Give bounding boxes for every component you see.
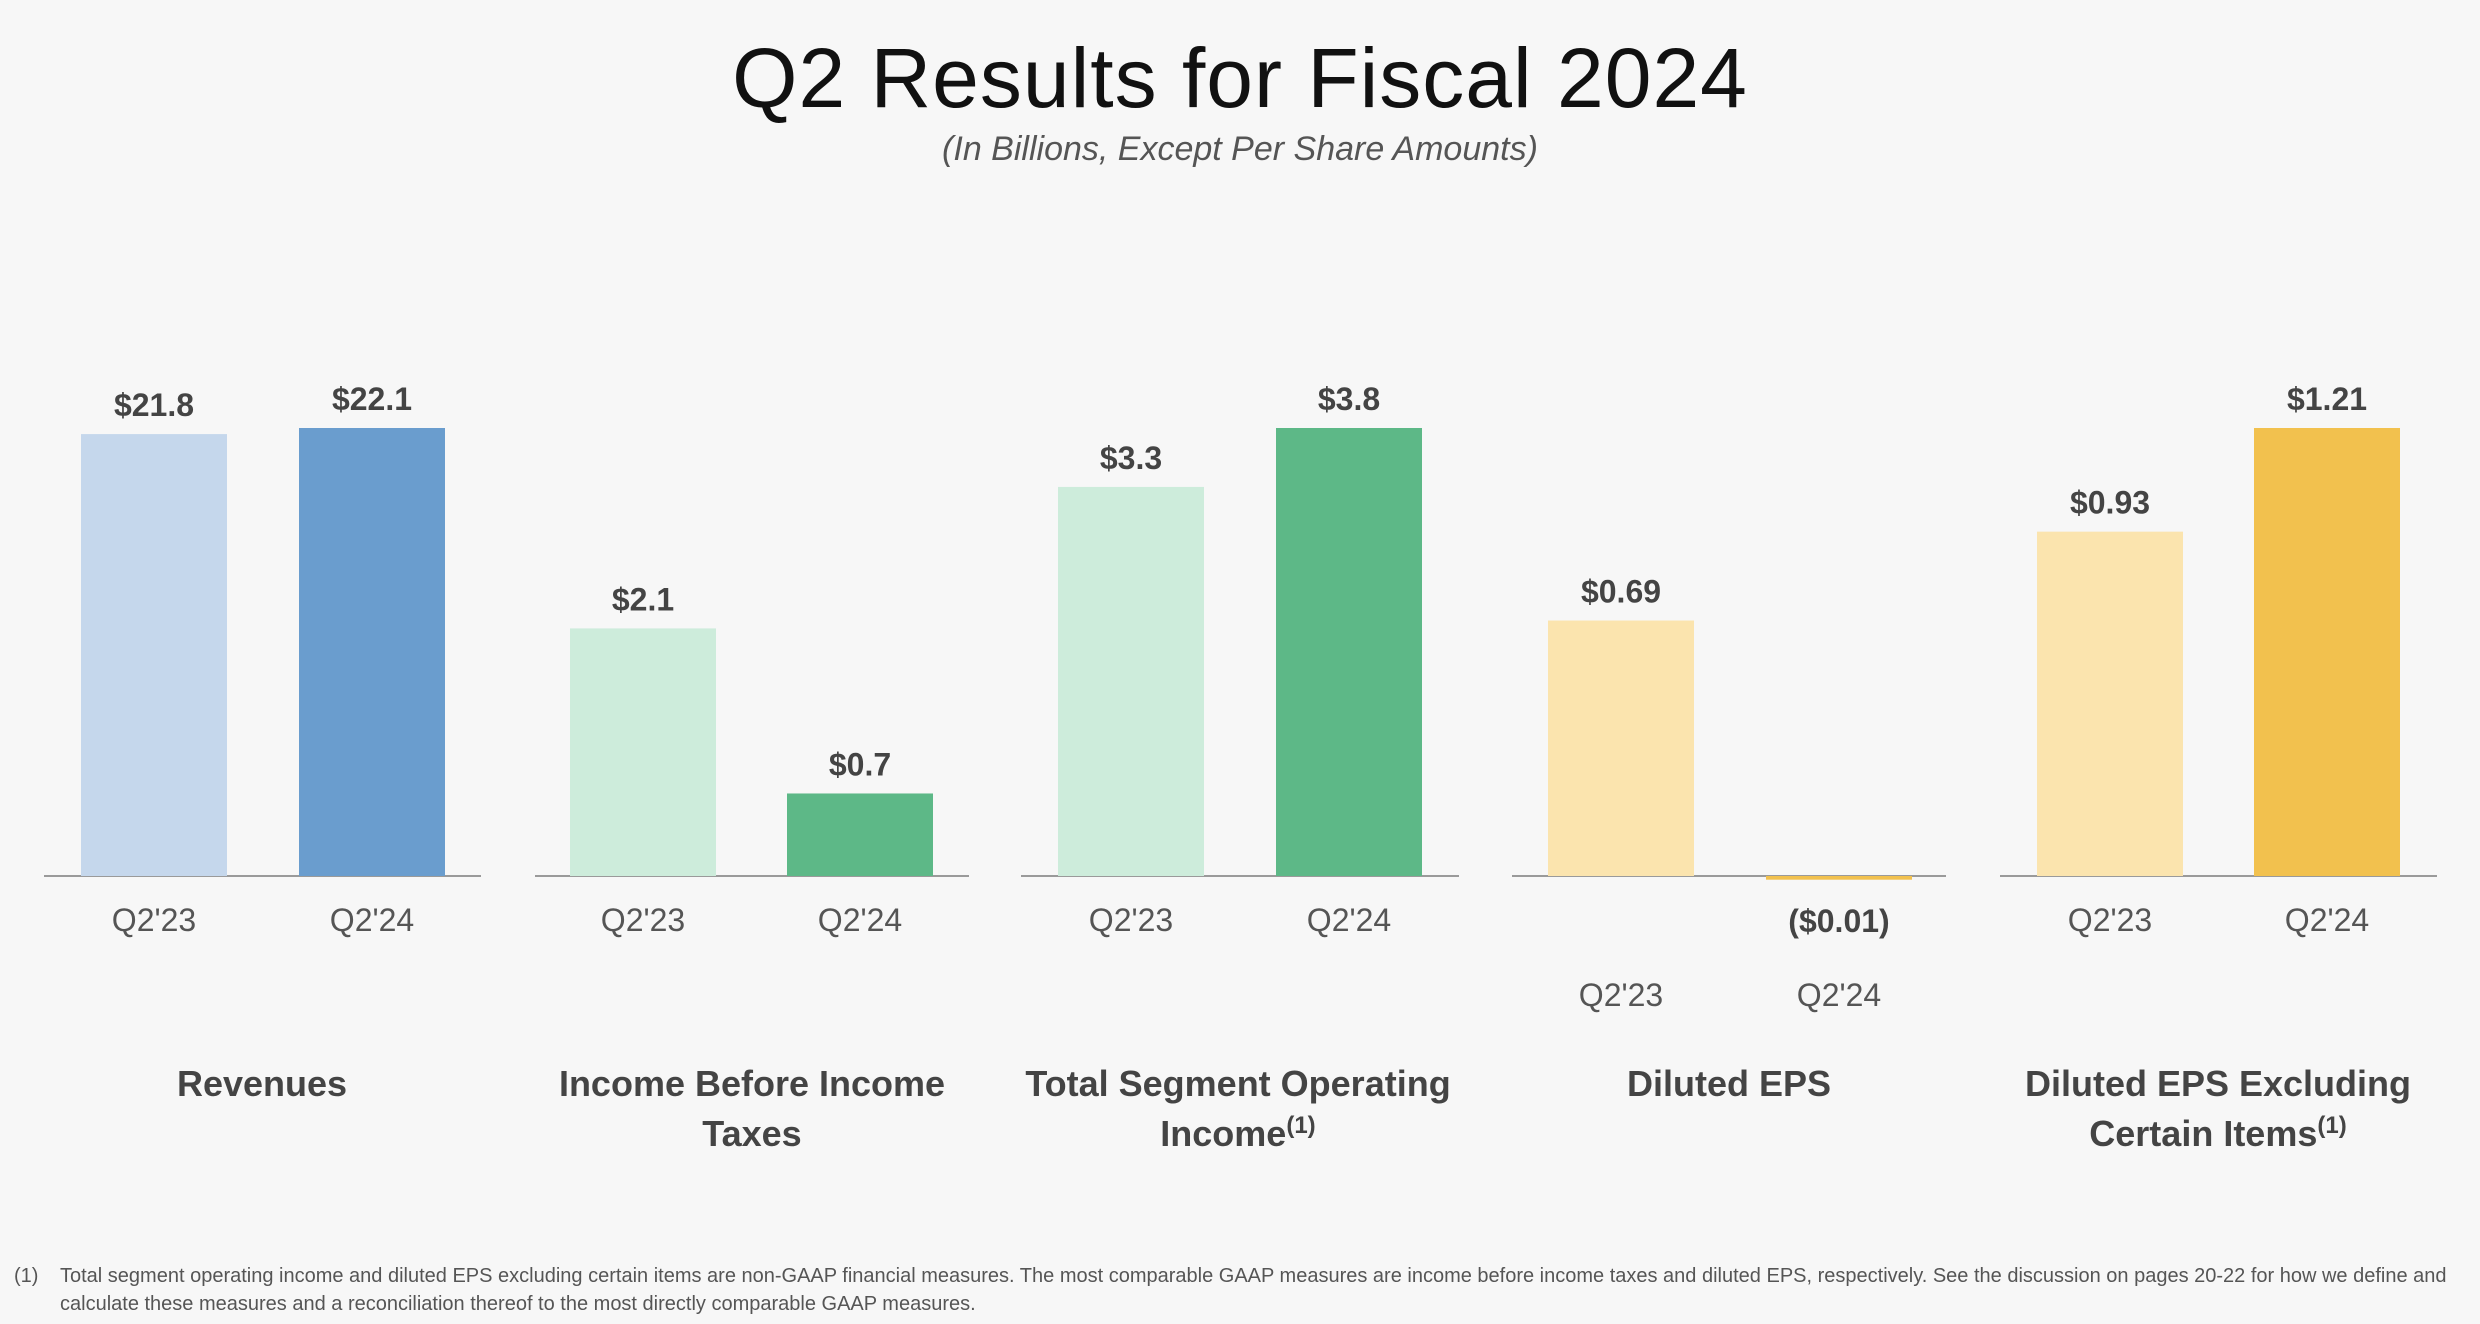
bar <box>787 793 933 876</box>
chart-title-segment-operating-income: Total Segment Operating Income(1) <box>1025 1063 1451 1154</box>
tick-label: Q2'23 <box>1579 977 1663 1013</box>
tick-label: Q2'24 <box>2285 902 2369 938</box>
bar <box>1766 876 1912 880</box>
tick-label: Q2'24 <box>818 902 902 938</box>
tick-label: Q2'24 <box>330 902 414 938</box>
page-subtitle: (In Billions, Except Per Share Amounts) <box>942 130 1538 168</box>
data-label: $3.8 <box>1318 381 1380 417</box>
bar <box>81 434 227 876</box>
bar <box>1058 486 1204 876</box>
chart-title-diluted-eps-excl: Diluted EPS Excluding Certain Items(1) <box>2024 1063 2412 1154</box>
chart-title-revenues: Revenues <box>176 1063 348 1104</box>
tick-label: Q2'23 <box>1089 902 1173 938</box>
bar <box>299 428 445 876</box>
tick-label: Q2'23 <box>601 902 685 938</box>
tick-label: Q2'23 <box>112 902 196 938</box>
data-label: $22.1 <box>332 381 412 417</box>
bar <box>570 628 716 876</box>
footnote: (1) Total segment operating income and d… <box>14 1262 2454 1318</box>
footnote-ref: (1) <box>1286 1112 1316 1139</box>
chart-title-diluted-eps: Diluted EPS <box>1626 1063 1832 1104</box>
data-label: $1.21 <box>2287 381 2367 417</box>
footnote-ref: (1) <box>2317 1112 2347 1139</box>
data-label: $3.3 <box>1100 440 1162 476</box>
footnote-text: Total segment operating income and dilut… <box>60 1265 2447 1315</box>
footnote-mark: (1) <box>14 1265 39 1287</box>
data-label: $0.69 <box>1581 574 1661 610</box>
bar <box>2037 531 2183 876</box>
tick-label: Q2'23 <box>2068 902 2152 938</box>
data-label: $0.7 <box>829 746 891 782</box>
bar <box>1276 428 1422 876</box>
bar <box>2254 428 2400 876</box>
data-label: $2.1 <box>612 581 674 617</box>
data-label: ($0.01) <box>1788 903 1889 939</box>
chart-title-income-before-taxes: Income Before Income Taxes <box>558 1063 946 1154</box>
data-label: $0.93 <box>2070 485 2150 521</box>
page-title: Q2 Results for Fiscal 2024 <box>732 31 1748 125</box>
tick-label: Q2'24 <box>1797 977 1881 1013</box>
bar <box>1548 620 1694 876</box>
tick-label: Q2'24 <box>1307 902 1391 938</box>
data-label: $21.8 <box>114 387 194 423</box>
